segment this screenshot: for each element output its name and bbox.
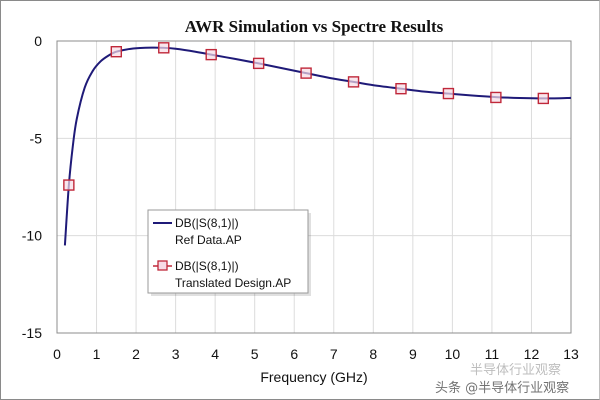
data-point-translated-design bbox=[110, 46, 123, 58]
data-point-translated-design bbox=[537, 92, 550, 105]
data-point-translated-design bbox=[395, 82, 407, 95]
watermark-line1: 半导体行业观察 bbox=[470, 363, 561, 378]
data-point-translated-design bbox=[490, 91, 502, 104]
grid bbox=[57, 41, 571, 333]
data-point-translated-design bbox=[63, 179, 75, 191]
x-axis-label: Frequency (GHz) bbox=[260, 369, 367, 385]
y-axis-ticks: 0 -5 -10 -15 bbox=[22, 33, 42, 341]
data-point-translated-design bbox=[205, 48, 217, 61]
data-point-translated-design bbox=[252, 57, 265, 70]
x-tick-label: 0 bbox=[53, 346, 61, 362]
series-line-ref-data bbox=[63, 46, 572, 246]
y-tick-label: 0 bbox=[34, 33, 42, 49]
x-tick-label: 8 bbox=[369, 346, 377, 362]
x-tick-label: 9 bbox=[409, 346, 417, 362]
x-tick-label: 11 bbox=[485, 346, 500, 362]
legend: DB(|S(8,1)|) Ref Data.AP DB(|S(8,1)|) Tr… bbox=[147, 209, 311, 296]
plot-area bbox=[56, 40, 572, 334]
x-tick-label: 12 bbox=[524, 346, 540, 362]
series-group bbox=[63, 42, 572, 246]
chart-title: AWR Simulation vs Spectre Results bbox=[185, 17, 444, 36]
x-tick-label: 1 bbox=[93, 346, 101, 362]
data-point-translated-design bbox=[158, 42, 170, 54]
x-tick-label: 6 bbox=[290, 346, 298, 362]
watermark-line2: 头条 @半导体行业观察 bbox=[435, 380, 569, 396]
x-tick-label: 7 bbox=[330, 346, 338, 362]
y-tick-label: -10 bbox=[22, 228, 42, 244]
legend-swatch-translated-marker bbox=[157, 260, 168, 271]
legend-label-ref-line2: Ref Data.AP bbox=[175, 233, 242, 247]
legend-label-translated-line1: DB(|S(8,1)|) bbox=[175, 259, 239, 273]
y-tick-label: -15 bbox=[22, 325, 42, 341]
data-point-translated-design bbox=[442, 87, 455, 100]
x-tick-label: 10 bbox=[445, 346, 461, 362]
data-point-translated-design bbox=[300, 67, 312, 79]
x-tick-label: 5 bbox=[251, 346, 259, 362]
x-tick-label: 4 bbox=[211, 346, 219, 362]
legend-label-ref-line1: DB(|S(8,1)|) bbox=[175, 216, 239, 230]
x-axis-ticks: 0 1 2 3 4 5 6 7 8 9 10 11 12 13 bbox=[53, 346, 579, 362]
x-tick-label: 2 bbox=[132, 346, 140, 362]
data-point-translated-design bbox=[347, 76, 360, 88]
y-tick-label: -5 bbox=[30, 130, 43, 146]
legend-label-translated-line2: Translated Design.AP bbox=[175, 276, 291, 290]
legend-box bbox=[147, 209, 309, 294]
x-tick-label: 3 bbox=[172, 346, 180, 362]
x-tick-label: 13 bbox=[563, 346, 579, 362]
